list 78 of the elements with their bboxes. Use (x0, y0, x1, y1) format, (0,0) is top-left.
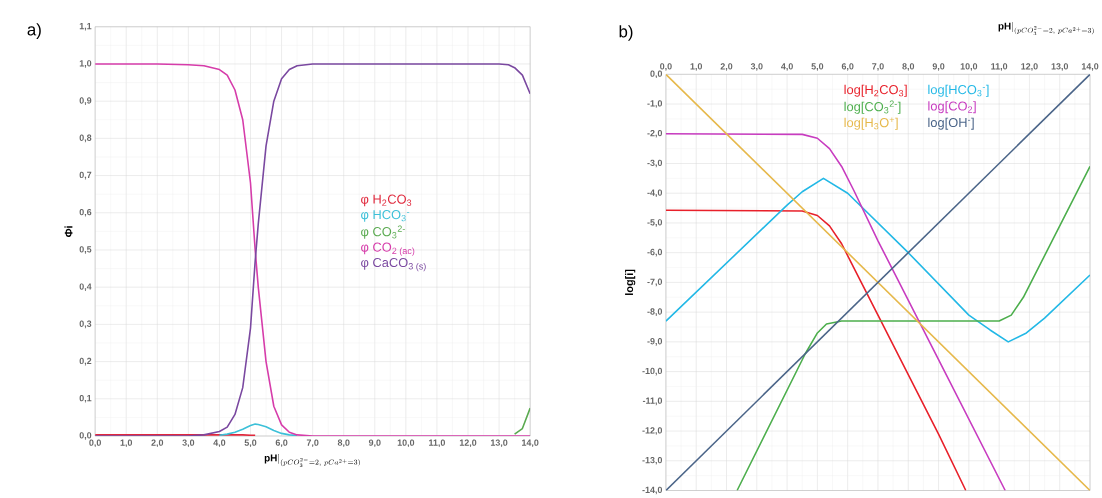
y-tick-label: -5,0 (647, 219, 663, 227)
chart-title: a) (27, 23, 41, 40)
x-tick-label: 13,0 (490, 439, 508, 448)
x-tick-label: 0,0 (660, 63, 672, 72)
x-tick-label: 8,0 (902, 63, 915, 72)
y-tick-label: -8,0 (647, 308, 663, 317)
x-tick-label: 3,0 (182, 439, 195, 448)
text: log[H$_{2}$CO$_{3}$] (844, 84, 907, 97)
x-tick-label: 5,0 (811, 63, 824, 72)
y-tick-label: -9,0 (647, 338, 663, 346)
x-tick-label: 1,0 (690, 63, 703, 72)
line-series (665, 133, 1006, 491)
y-tick-label: 0,1 (79, 395, 92, 403)
x-tick-label: 3,0 (750, 63, 763, 72)
y-tick-label: -6,0 (647, 249, 663, 257)
x-tick-label: 10,0 (960, 63, 978, 72)
y-axis-title: Φi (64, 226, 73, 238)
y-tick-label: 0,2 (79, 357, 92, 366)
y-tick-label: -11,0 (642, 397, 663, 406)
text: log[CO$_{2}$] (928, 101, 976, 114)
x-tick-label: 14,0 (1081, 63, 1099, 72)
x-axis-title: $\mathbf{pH}|_{(pCO_3^{2-}=2,\ pCa^{2+}=3)}$ (264, 454, 360, 468)
x-tick-label: 10,0 (397, 439, 415, 448)
x-tick-label: 0,0 (89, 439, 101, 448)
x-tick-label: 2,0 (720, 63, 733, 72)
line-series (665, 177, 1091, 343)
text: log[CO$_{3}$$^{2-}$] (844, 100, 901, 114)
y-tick-label: -4,0 (647, 189, 663, 198)
text: φ H$_{2}$CO$_{3}$ (361, 194, 412, 207)
x-tick-label: 6,0 (275, 439, 288, 448)
y-tick-label: 0,4 (79, 283, 92, 292)
x-tick-label: 7,0 (872, 63, 884, 72)
text: φ CO$_{2 (ac)}$ (361, 242, 415, 257)
x-tick-label: 4,0 (213, 439, 226, 448)
y-tick-label: -7,0 (647, 278, 663, 287)
y-tick-label: 0,5 (79, 246, 92, 254)
y-tick-label: 0,0 (650, 70, 663, 79)
x-tick-label: 13,0 (1051, 63, 1069, 72)
y-tick-label: -1,0 (647, 100, 663, 109)
x-tick-label: 5,0 (244, 439, 257, 448)
y-tick-label: 0,6 (79, 209, 92, 217)
y-tick-label: 0,3 (79, 320, 92, 329)
y-tick-label: -2,0 (647, 130, 663, 138)
y-axis-title: log[i] (625, 269, 636, 296)
y-tick-label: -3,0 (647, 159, 663, 168)
y-tick-label: -10,0 (642, 367, 663, 376)
x-tick-label: 4,0 (781, 63, 793, 72)
text: log[HCO$_{3}$$^{-}$] (928, 84, 989, 97)
x-tick-label: 1,0 (120, 439, 133, 448)
line-series (665, 209, 967, 491)
x-tick-label: 14,0 (522, 439, 539, 448)
y-tick-label: 0,8 (79, 134, 92, 143)
y-tick-label: 1,1 (79, 23, 92, 31)
y-tick-label: 0,7 (79, 171, 92, 180)
line-series (736, 165, 1091, 491)
text: log[H$_{3}$O$^{+}$] (844, 117, 898, 130)
x-tick-label: 11,0 (991, 63, 1008, 72)
x-tick-label: 2,0 (151, 439, 164, 448)
y-tick-label: 0,9 (79, 97, 92, 106)
x-tick-label: 6,0 (841, 63, 854, 72)
x-tick-label: 9,0 (368, 439, 381, 448)
x-tick-label: 11,0 (429, 439, 446, 448)
x-tick-label: 7,0 (306, 439, 319, 448)
chart-title: b) (619, 25, 633, 42)
text: φ CaCO$_{3 (s)}$ (361, 258, 426, 272)
x-tick-label: 12,0 (459, 439, 477, 448)
text: φ CO$_{3}$2- (361, 225, 405, 239)
line-series (218, 423, 298, 437)
y-tick-label: -13,0 (642, 457, 663, 465)
x-tick-label: 8,0 (337, 439, 350, 448)
x-tick-label: 12,0 (1021, 63, 1038, 72)
text: φ HCO$_{3}$- (361, 210, 410, 222)
y-tick-label: -14,0 (642, 486, 663, 495)
text: log[OH$^{-}$] (928, 117, 974, 130)
y-tick-label: 0,0 (79, 432, 92, 440)
x-tick-label: 9,0 (932, 63, 945, 72)
y-tick-label: -12,0 (642, 427, 663, 436)
x-axis-title: $\mathbf{pH}|_{(pCO_3^{2-}=2,\ pCa^{2+}=3)}$ (998, 22, 1094, 36)
